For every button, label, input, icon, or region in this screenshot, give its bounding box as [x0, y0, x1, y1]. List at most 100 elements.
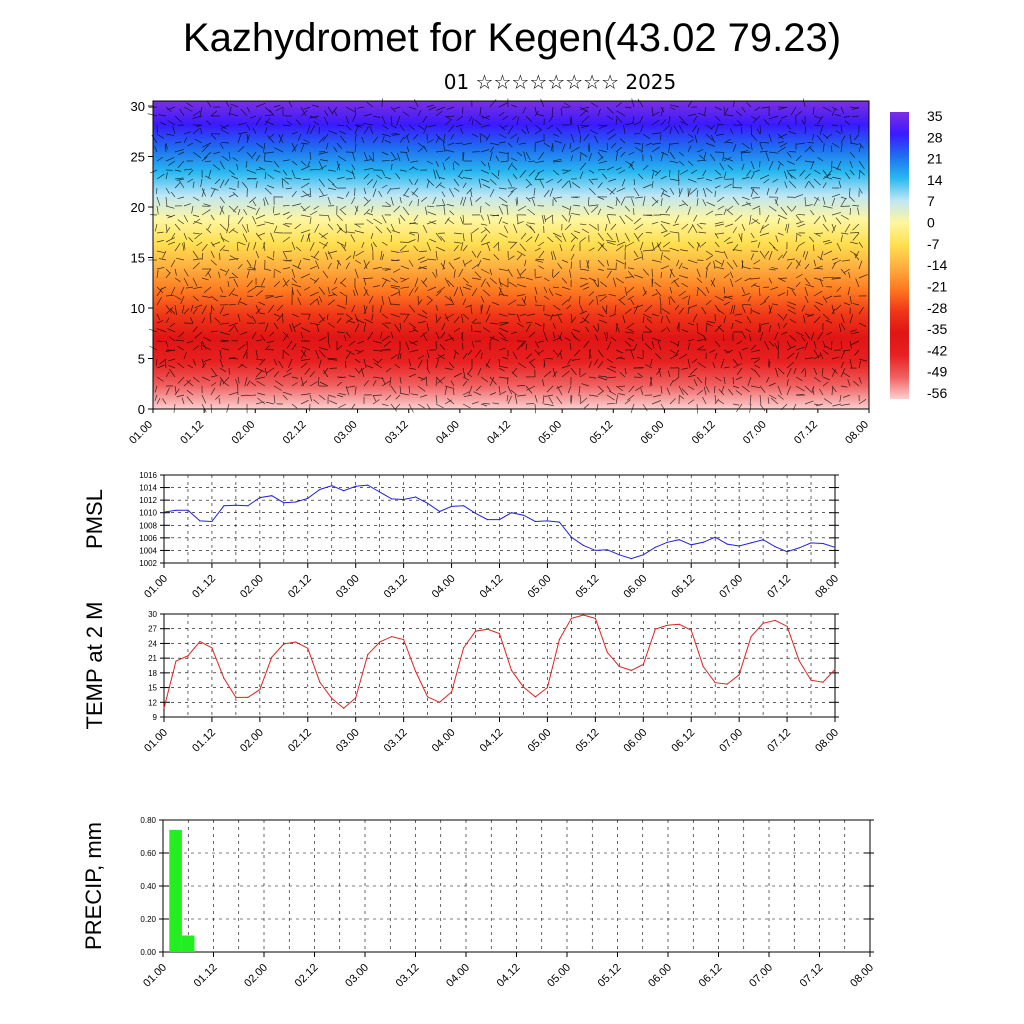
wind-barb	[344, 241, 347, 249]
wind-barb	[687, 145, 692, 153]
wind-barb	[207, 223, 212, 230]
wind-barb	[273, 385, 282, 391]
wind-barb	[649, 376, 653, 387]
wind-barb	[858, 145, 862, 153]
wind-barb	[175, 339, 185, 342]
wind-barb	[680, 120, 689, 126]
wind-barb	[718, 399, 725, 405]
wind-barb	[214, 178, 221, 185]
wind-barb	[168, 336, 176, 342]
wind-barb	[723, 138, 731, 144]
wind-barb	[203, 203, 212, 207]
wind-barb	[219, 142, 224, 150]
wind-barb	[363, 196, 369, 202]
wind-barb	[762, 286, 770, 289]
wind-barb	[200, 341, 203, 351]
wind-barb	[346, 385, 356, 389]
wind-barb	[200, 178, 203, 188]
wind-barb	[759, 394, 762, 404]
wind-barb	[265, 120, 275, 126]
pmsl-ytick-label: 1006	[139, 534, 157, 543]
wind-barb	[149, 169, 158, 174]
wind-barb	[552, 196, 557, 203]
wind-barb	[804, 145, 812, 153]
wind-barb	[795, 245, 800, 252]
wind-barb	[400, 277, 410, 283]
wind-barb	[624, 106, 632, 109]
wind-barb	[390, 187, 401, 190]
temp-point	[235, 696, 237, 699]
wind-barb	[802, 250, 806, 258]
wind-barb	[462, 376, 470, 381]
wind-barb	[248, 266, 257, 270]
wind-barb	[273, 160, 280, 168]
wind-barb	[479, 133, 482, 144]
wind-barb	[790, 106, 797, 116]
temp-point	[379, 641, 381, 643]
temp-point	[618, 665, 620, 668]
pmsl-point	[486, 519, 489, 521]
wind-barb	[535, 160, 545, 164]
wind-barb	[435, 110, 443, 117]
wind-barb	[255, 250, 260, 259]
wind-barb	[500, 160, 509, 163]
wind-barb	[570, 232, 579, 240]
wind-barb	[255, 308, 261, 315]
wind-barb	[610, 223, 617, 231]
wind-barb	[329, 400, 338, 405]
wind-barb	[221, 347, 230, 351]
wind-barb	[446, 106, 455, 110]
wind-barb	[534, 259, 544, 263]
wind-barb	[858, 307, 864, 315]
wind-barb	[777, 232, 784, 236]
wind-barb	[599, 295, 608, 302]
wind-barb	[253, 241, 257, 250]
wind-barb	[723, 250, 728, 259]
wind-barb	[336, 163, 341, 171]
wind-barb	[219, 223, 228, 231]
wind-barb	[777, 214, 788, 220]
wind-barb	[471, 277, 481, 280]
wind-barb	[525, 124, 530, 134]
wind-barb	[468, 115, 473, 122]
wind-barb	[741, 150, 749, 153]
wind-barb	[849, 160, 853, 168]
wind-barb	[393, 205, 401, 213]
wind-barb	[348, 340, 356, 347]
wind-barb	[669, 151, 675, 160]
wind-barb	[408, 385, 411, 394]
wind-barb	[696, 243, 700, 252]
wind-barb	[822, 143, 825, 153]
wind-barb	[696, 189, 699, 198]
wind-barb	[597, 182, 603, 189]
pmsl-ytick-label: 1012	[139, 496, 157, 505]
wind-barb	[759, 150, 768, 153]
wind-barb	[739, 351, 743, 360]
wind-barb	[858, 142, 864, 149]
wind-barb	[703, 386, 707, 396]
wind-barb	[201, 340, 207, 350]
wind-barb	[435, 304, 439, 311]
wind-barb	[548, 288, 554, 297]
wind-barb	[519, 169, 527, 178]
wind-barb	[581, 228, 590, 234]
wind-barb	[583, 340, 590, 348]
colorbar-label: -14	[927, 257, 947, 273]
wind-barb	[651, 181, 654, 189]
wind-barb	[461, 333, 464, 342]
temp-xtick-label: 05.12	[574, 727, 602, 755]
wind-barb	[252, 151, 257, 158]
wind-barb	[597, 168, 606, 171]
wind-barb	[192, 232, 200, 235]
wind-barb	[304, 367, 311, 375]
wind-barb	[744, 277, 752, 282]
wind-barb	[363, 113, 372, 117]
wind-barb	[614, 304, 617, 314]
wind-barb	[579, 223, 587, 226]
wind-barb	[516, 385, 526, 387]
wind-barb	[291, 268, 296, 278]
wind-barb	[255, 116, 262, 126]
wind-barb	[314, 223, 320, 233]
wind-barb	[397, 349, 401, 360]
wind-barb	[713, 385, 716, 394]
